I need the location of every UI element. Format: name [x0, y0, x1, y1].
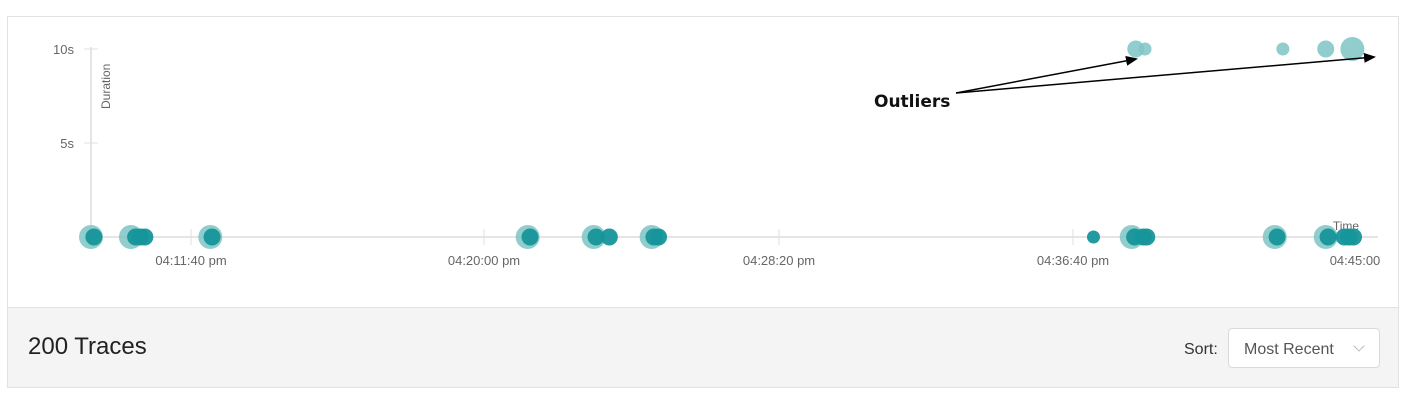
trace-point[interactable] [600, 228, 618, 246]
trace-count: 200 Traces [28, 333, 147, 360]
trace-point[interactable] [1340, 37, 1365, 61]
sort-selected-value: Most Recent [1244, 341, 1334, 358]
sort-label: Sort: [1184, 341, 1218, 358]
sort-select[interactable]: Most Recent [1228, 328, 1380, 368]
chevron-down-icon [1353, 340, 1365, 352]
scatter-plot-svg: 5s 10s Duration 04:11:40 pm 04:20:00 pm 04:28… [53, 37, 1381, 268]
x-tick-label: 04:28:20 pm [743, 253, 815, 268]
outlier-arrow [955, 52, 1376, 94]
traces-panel: 5s 10s Duration 04:11:40 pm 04:20:00 pm 04:28… [7, 16, 1399, 388]
trace-point[interactable] [1138, 42, 1152, 56]
x-tick-label: 04:45:00 [1330, 253, 1381, 268]
trace-point[interactable] [1086, 230, 1100, 244]
trace-point[interactable] [85, 228, 103, 246]
outlier-arrow [955, 55, 1138, 94]
x-tick-label: 04:20:00 pm [448, 253, 520, 268]
trace-point[interactable] [1276, 42, 1290, 56]
trace-point[interactable] [1138, 228, 1156, 246]
x-tick-label: 04:36:40 pm [1037, 253, 1109, 268]
y-axis-title: Duration [99, 64, 113, 109]
trace-point[interactable] [1268, 228, 1286, 246]
trace-point[interactable] [1127, 40, 1145, 58]
trace-point[interactable] [1345, 228, 1363, 246]
trace-point[interactable] [136, 228, 154, 246]
x-tick-label: 04:11:40 pm [155, 253, 226, 268]
outliers-annotation-label: Outliers [874, 92, 950, 112]
trace-point[interactable] [521, 228, 539, 246]
trace-point[interactable] [1319, 228, 1337, 246]
trace-scatter-chart: 5s 10s Duration 04:11:40 pm 04:20:00 pm 04:28… [8, 17, 1398, 307]
trace-point[interactable] [650, 228, 668, 246]
traces-footer: 200 Traces Sort: Most Recent [8, 307, 1398, 387]
trace-point[interactable] [587, 228, 605, 246]
trace-point[interactable] [203, 228, 221, 246]
y-tick-label: 10s [53, 42, 74, 57]
y-tick-label: 5s [60, 136, 74, 151]
trace-point[interactable] [1317, 40, 1335, 58]
